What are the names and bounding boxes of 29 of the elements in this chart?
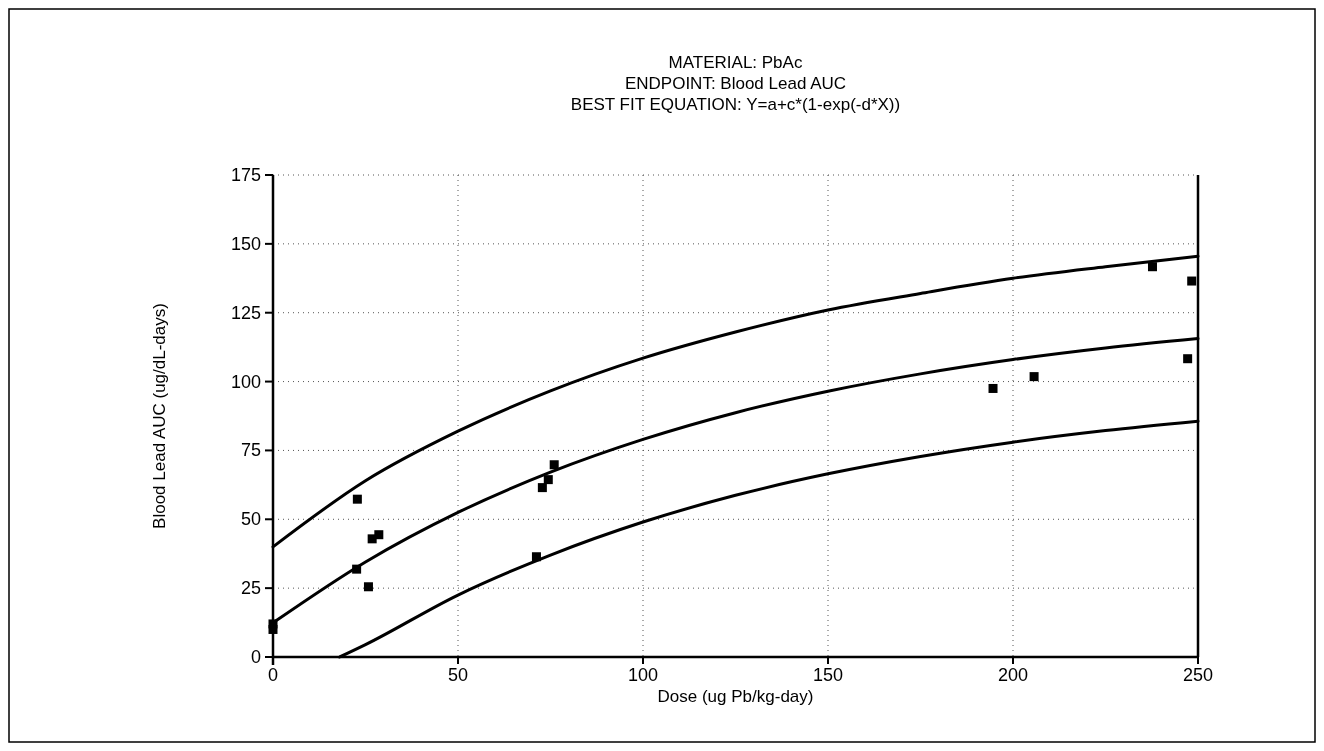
y-axis-title: Blood Lead AUC (ug/dL-days) — [150, 303, 169, 529]
x-tick-label: 100 — [627, 665, 659, 685]
point — [537, 483, 547, 493]
point — [363, 582, 373, 592]
y-tick-label: 50 — [240, 509, 261, 530]
point — [1187, 276, 1197, 286]
point — [549, 460, 559, 470]
chart-title: MATERIAL: PbAc ENDPOINT: Blood Lead AUC BEST FIT EQUATION: Y=a+c*(1-exp(-d*X)) — [570, 53, 901, 114]
y-tick-label: 150 — [230, 233, 261, 254]
x-axis-title: Dose (ug Pb/kg-day) — [657, 687, 814, 706]
point — [1147, 262, 1157, 272]
x-tick-label: 150 — [812, 665, 844, 685]
x-tick-label: 200 — [997, 665, 1029, 685]
point — [988, 383, 998, 393]
y-tick-label: 125 — [230, 302, 261, 323]
x-tick-label: 0 — [267, 665, 279, 685]
point — [1183, 354, 1193, 364]
point — [1029, 372, 1039, 382]
point — [543, 475, 553, 485]
y-tick-label: 75 — [240, 440, 261, 461]
point — [268, 624, 278, 634]
point — [374, 530, 384, 540]
point — [352, 494, 362, 504]
y-tick-label: 25 — [240, 578, 261, 599]
x-tick-label: 50 — [447, 665, 469, 685]
y-tick-label: 175 — [230, 165, 261, 185]
y-tick-label: 0 — [250, 647, 261, 667]
y-tick-label: 100 — [230, 371, 261, 392]
x-tick-label: 250 — [1182, 665, 1214, 685]
